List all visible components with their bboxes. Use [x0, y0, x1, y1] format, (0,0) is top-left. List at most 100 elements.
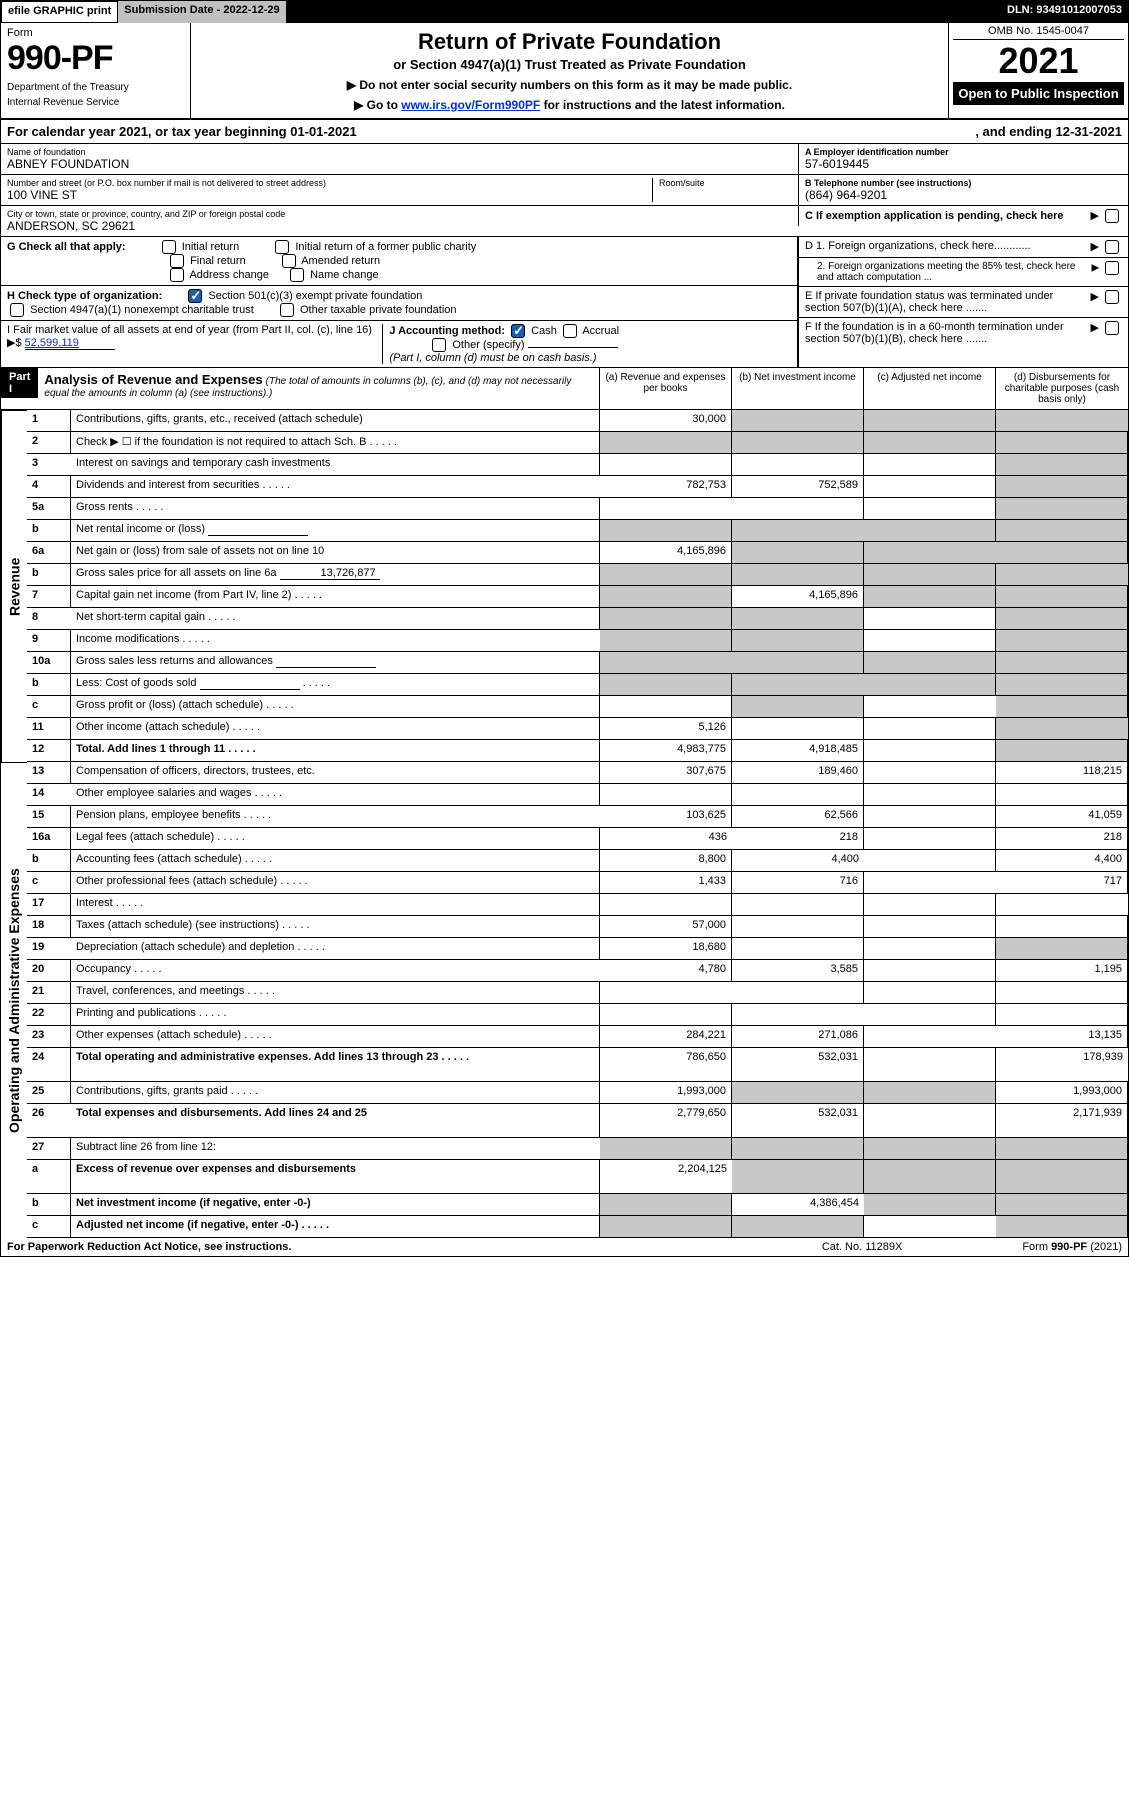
g-opt-3: Initial return of a former public charit…	[295, 241, 476, 253]
line-description: Interest	[71, 894, 600, 916]
g-opt-2: Address change	[189, 269, 269, 281]
value-cell	[732, 564, 864, 586]
g-initial-former[interactable]	[275, 240, 289, 254]
g-final-return[interactable]	[170, 254, 184, 268]
g-opt-0: Initial return	[182, 241, 239, 253]
line-description: Gross sales less returns and allowances	[71, 652, 600, 674]
value-cell	[600, 784, 732, 806]
value-cell	[732, 652, 864, 674]
line-number: c	[27, 1216, 71, 1238]
value-cell	[600, 1004, 732, 1026]
dept-treasury: Department of the Treasury	[7, 82, 184, 93]
value-cell	[732, 1004, 864, 1026]
value-cell	[996, 982, 1128, 1004]
line-description: Adjusted net income (if negative, enter …	[71, 1216, 600, 1238]
value-cell	[996, 894, 1128, 916]
value-cell	[732, 432, 864, 454]
f-checkbox[interactable]	[1105, 321, 1119, 335]
line-description: Pension plans, employee benefits	[71, 806, 600, 828]
value-cell	[996, 498, 1128, 520]
value-cell	[732, 938, 864, 960]
value-cell	[600, 674, 732, 696]
value-cell	[600, 564, 732, 586]
irs-link[interactable]: www.irs.gov/Form990PF	[401, 98, 540, 112]
h-other-taxable[interactable]	[280, 303, 294, 317]
cal-year-ending: , and ending 12-31-2021	[915, 124, 1122, 139]
value-cell: 8,800	[600, 850, 732, 872]
value-cell: 271,086	[732, 1026, 864, 1048]
line-description: Net short-term capital gain	[71, 608, 600, 630]
value-cell	[600, 608, 732, 630]
line-number: b	[27, 520, 71, 542]
value-cell	[996, 520, 1128, 542]
d2-checkbox[interactable]	[1105, 261, 1119, 275]
tel-label: B Telephone number (see instructions)	[805, 178, 1122, 188]
value-cell	[996, 476, 1128, 498]
value-cell	[864, 586, 996, 608]
value-cell	[600, 1138, 732, 1160]
dln-value: 93491012007053	[1036, 4, 1122, 16]
line-description: Printing and publications	[71, 1004, 600, 1026]
h-row: H Check type of organization: Section 50…	[1, 286, 797, 321]
g-address-change[interactable]	[170, 268, 184, 282]
j-other-input[interactable]	[528, 347, 618, 348]
line-description: Taxes (attach schedule) (see instruction…	[71, 916, 600, 938]
value-cell	[864, 828, 996, 850]
form-number: 990-PF	[7, 39, 184, 78]
value-cell: 2,779,650	[600, 1104, 732, 1138]
form-container: efile GRAPHIC print Submission Date - 20…	[0, 0, 1129, 1257]
line-description: Net rental income or (loss)	[71, 520, 600, 542]
j-accrual[interactable]	[563, 324, 577, 338]
g-opt-4: Amended return	[301, 255, 380, 267]
value-cell	[864, 1026, 996, 1048]
value-cell	[864, 410, 996, 432]
value-cell	[864, 1004, 996, 1026]
g-initial-return[interactable]	[162, 240, 176, 254]
room-label: Room/suite	[659, 178, 792, 188]
h-501c3[interactable]	[188, 289, 202, 303]
g-name-change[interactable]	[290, 268, 304, 282]
value-cell	[996, 630, 1128, 652]
d1-row: D 1. Foreign organizations, check here..…	[799, 237, 1128, 258]
value-cell: 786,650	[600, 1048, 732, 1082]
line-number: 25	[27, 1082, 71, 1104]
h-4947[interactable]	[10, 303, 24, 317]
dln-label: DLN:	[1007, 4, 1036, 16]
value-cell	[864, 960, 996, 982]
i-arrow: ▶$	[7, 337, 22, 349]
street-row: Number and street (or P.O. box number if…	[1, 175, 798, 206]
value-cell	[864, 630, 996, 652]
i-value[interactable]: 52,599,119	[25, 337, 115, 350]
value-cell: 1,993,000	[600, 1082, 732, 1104]
value-cell	[732, 454, 864, 476]
line-description: Total operating and administrative expen…	[71, 1048, 600, 1082]
j-cash[interactable]	[511, 324, 525, 338]
efile-print-button[interactable]: efile GRAPHIC print	[1, 1, 118, 23]
value-cell: 2,204,125	[600, 1160, 732, 1194]
line-number: 17	[27, 894, 71, 916]
g-opt-5: Name change	[310, 269, 379, 281]
value-cell	[864, 982, 996, 1004]
foundation-name: ABNEY FOUNDATION	[7, 157, 792, 171]
line-number: 23	[27, 1026, 71, 1048]
topbar: efile GRAPHIC print Submission Date - 20…	[1, 1, 1128, 23]
e-checkbox[interactable]	[1105, 290, 1119, 304]
value-cell	[732, 410, 864, 432]
j-other[interactable]	[432, 338, 446, 352]
value-cell: 307,675	[600, 762, 732, 784]
c-checkbox[interactable]	[1105, 209, 1119, 223]
value-cell	[732, 630, 864, 652]
line-description: Net investment income (if negative, ente…	[71, 1194, 600, 1216]
d1-checkbox[interactable]	[1105, 240, 1119, 254]
goto-post: for instructions and the latest informat…	[540, 98, 785, 112]
value-cell	[864, 520, 996, 542]
value-cell	[864, 784, 996, 806]
line-number: 16a	[27, 828, 71, 850]
line-number: 7	[27, 586, 71, 608]
ij-row: I Fair market value of all assets at end…	[1, 321, 797, 367]
value-cell	[864, 762, 996, 784]
value-cell	[864, 476, 996, 498]
g-amended[interactable]	[282, 254, 296, 268]
value-cell	[732, 916, 864, 938]
line-number: a	[27, 1160, 71, 1194]
